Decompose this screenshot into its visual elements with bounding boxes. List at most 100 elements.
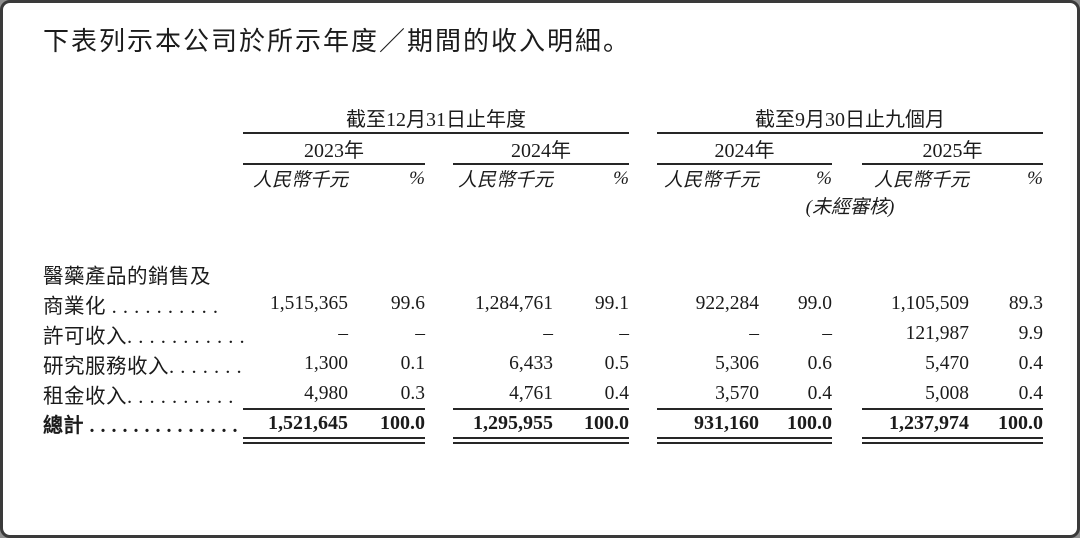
value-cell: 99.6 (390, 293, 425, 314)
value-cell: 1,300 (304, 353, 348, 374)
gap-cell (629, 133, 657, 164)
gap-cell (629, 379, 657, 409)
gap-cell (425, 164, 453, 192)
empty-cell (43, 192, 657, 219)
year-header-2024: 2024年 (453, 133, 629, 165)
empty-cell (43, 103, 243, 133)
total-double-rule-row (43, 438, 1043, 444)
table-row-total: 總計 . . . . . . . . . . . . . . 1,521,645… (43, 409, 1043, 439)
unit-header-rmb-2024: 人民幣千元 (457, 170, 553, 191)
value-cell: 9.9 (1018, 323, 1043, 344)
double-rule (553, 438, 629, 444)
unaudited-note-row: (未經審核) (43, 192, 1043, 219)
table-row-commercialisation: 商業化 . . . . . . . . . . 1,515,365 99.6 1… (43, 289, 1043, 319)
value-cell: 5,470 (925, 353, 969, 374)
value-cell: – (822, 323, 832, 344)
value-cell: – (338, 323, 348, 344)
double-rule (862, 438, 969, 444)
gap-cell (425, 259, 453, 289)
pct-header-2024-9m: % (816, 167, 832, 189)
double-rule (453, 438, 553, 444)
value-cell: 6,433 (509, 353, 553, 374)
pct-header-2023: % (409, 167, 425, 189)
gap-cell (425, 379, 453, 409)
value-cell: 1,515,365 (270, 293, 348, 314)
gap-cell (832, 289, 862, 319)
gap-cell (832, 133, 862, 164)
value-cell: 931,160 (657, 409, 759, 439)
value-cell: 0.5 (604, 353, 629, 374)
value-cell: 5,306 (715, 353, 759, 374)
value-cell: 1,284,761 (475, 293, 553, 314)
empty-cell (43, 164, 243, 192)
double-rule (348, 438, 425, 444)
value-cell: 4,980 (243, 379, 348, 410)
gap-cell (629, 409, 657, 438)
unit-header-rmb-2025: 人民幣千元 (873, 170, 969, 191)
gap-cell (629, 103, 657, 133)
table-row-rental-income: 租金收入. . . . . . . . . . 4,980 0.3 4,761 … (43, 379, 1043, 410)
col-group-nine-months-sep30: 截至9月30日止九個月 (657, 103, 1043, 134)
value-cell: 0.6 (807, 353, 832, 374)
double-rule (243, 438, 348, 444)
value-cell: 99.1 (594, 293, 629, 314)
gap-cell (629, 164, 657, 192)
empty-cell (43, 133, 243, 164)
row-label-research-service-income: 研究服務收入. . . . . . . (43, 356, 243, 378)
value-cell: 1,521,645 (243, 409, 348, 439)
column-group-row: 截至12月31日止年度 截至9月30日止九個月 (43, 103, 1043, 134)
gap-cell (425, 319, 453, 349)
revenue-breakdown-table: 截至12月31日止年度 截至9月30日止九個月 2023年 2024年 2024… (43, 103, 1043, 444)
gap-cell (425, 349, 453, 379)
value-cell: 0.4 (553, 379, 629, 410)
value-cell: – (749, 323, 759, 344)
value-cell: 0.3 (348, 379, 425, 410)
row-label-pharma-sales: 醫藥產品的銷售及 (43, 266, 211, 288)
table-row-licensing-income: 許可收入. . . . . . . . . . . – – – – – – 12… (43, 319, 1043, 349)
row-label-licensing-income: 許可收入. . . . . . . . . . . (43, 326, 246, 348)
value-cell: 1,105,509 (891, 293, 969, 314)
value-cell: 121,987 (905, 323, 969, 344)
gap-cell (629, 259, 657, 289)
gap-cell (832, 409, 862, 438)
value-cell: 100.0 (553, 409, 629, 439)
pct-header-2025: % (1027, 167, 1043, 189)
value-cell: – (415, 323, 425, 344)
gap-cell (629, 319, 657, 349)
value-cell: 0.4 (969, 379, 1043, 410)
double-rule (657, 438, 759, 444)
value-cell: 4,761 (453, 379, 553, 410)
col-group-year-ended-dec31: 截至12月31日止年度 (243, 103, 629, 134)
unaudited-note: (未經審核) (805, 197, 895, 218)
value-cell: 1,295,955 (453, 409, 553, 439)
gap-cell (425, 133, 453, 164)
gap-cell (832, 319, 862, 349)
gap-cell (425, 289, 453, 319)
double-rule (969, 438, 1043, 444)
value-cell: 0.1 (400, 353, 425, 374)
gap-cell (832, 349, 862, 379)
gap-cell (629, 438, 657, 443)
value-cell: 89.3 (1008, 293, 1043, 314)
gap-cell (832, 438, 862, 443)
gap-cell (832, 259, 862, 289)
value-cell: 100.0 (969, 409, 1043, 439)
gap-cell (425, 409, 453, 438)
year-header-2024-9m: 2024年 (657, 133, 832, 165)
spacer-row (43, 219, 1043, 259)
gap-cell (629, 349, 657, 379)
row-label-total: 總計 . . . . . . . . . . . . . . (43, 415, 238, 437)
value-cell: – (619, 323, 629, 344)
value-cell: 3,570 (657, 379, 759, 410)
value-cell: 100.0 (348, 409, 425, 439)
unit-header-rmb-2024-9m: 人民幣千元 (663, 170, 759, 191)
gap-cell (629, 289, 657, 319)
value-cell: – (543, 323, 553, 344)
table-caption: 下表列示本公司於所示年度／期間的收入明細。 (43, 27, 632, 56)
gap-cell (832, 164, 862, 192)
row-label-commercialisation: 商業化 . . . . . . . . . . (43, 296, 219, 318)
year-header-2023: 2023年 (243, 133, 425, 165)
table-row-pharma-sales-line1: 醫藥產品的銷售及 (43, 259, 1043, 289)
table-row-research-service-income: 研究服務收入. . . . . . . 1,300 0.1 6,433 0.5 … (43, 349, 1043, 379)
unit-header-row: 人民幣千元 % 人民幣千元 % 人民幣千元 % 人民幣千元 % (43, 164, 1043, 192)
